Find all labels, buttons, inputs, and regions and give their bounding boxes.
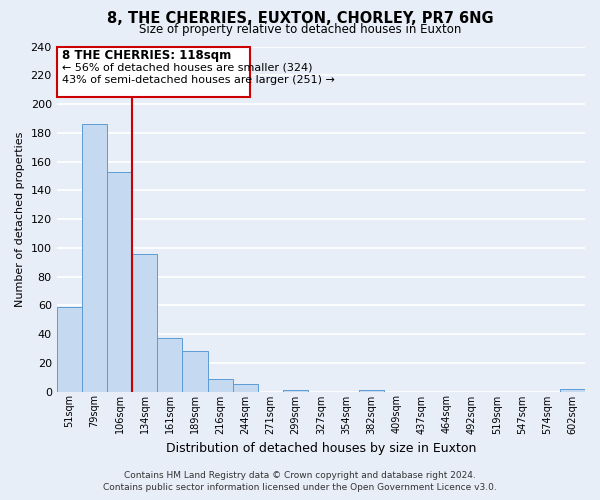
Bar — [56, 306, 82, 392]
Bar — [233, 384, 258, 392]
Bar — [132, 254, 157, 392]
Bar — [560, 388, 585, 392]
Text: 8 THE CHERRIES: 118sqm: 8 THE CHERRIES: 118sqm — [62, 50, 231, 62]
Y-axis label: Number of detached properties: Number of detached properties — [15, 132, 25, 306]
Bar — [82, 124, 107, 392]
Bar — [283, 390, 308, 392]
FancyBboxPatch shape — [56, 46, 250, 97]
X-axis label: Distribution of detached houses by size in Euxton: Distribution of detached houses by size … — [166, 442, 476, 455]
Text: Size of property relative to detached houses in Euxton: Size of property relative to detached ho… — [139, 22, 461, 36]
Text: Contains HM Land Registry data © Crown copyright and database right 2024.
Contai: Contains HM Land Registry data © Crown c… — [103, 471, 497, 492]
Text: 8, THE CHERRIES, EUXTON, CHORLEY, PR7 6NG: 8, THE CHERRIES, EUXTON, CHORLEY, PR7 6N… — [107, 11, 493, 26]
Bar — [182, 352, 208, 392]
Text: ← 56% of detached houses are smaller (324): ← 56% of detached houses are smaller (32… — [62, 62, 312, 72]
Bar — [107, 172, 132, 392]
Bar — [359, 390, 384, 392]
Text: 43% of semi-detached houses are larger (251) →: 43% of semi-detached houses are larger (… — [62, 76, 335, 86]
Bar — [208, 378, 233, 392]
Bar — [157, 338, 182, 392]
